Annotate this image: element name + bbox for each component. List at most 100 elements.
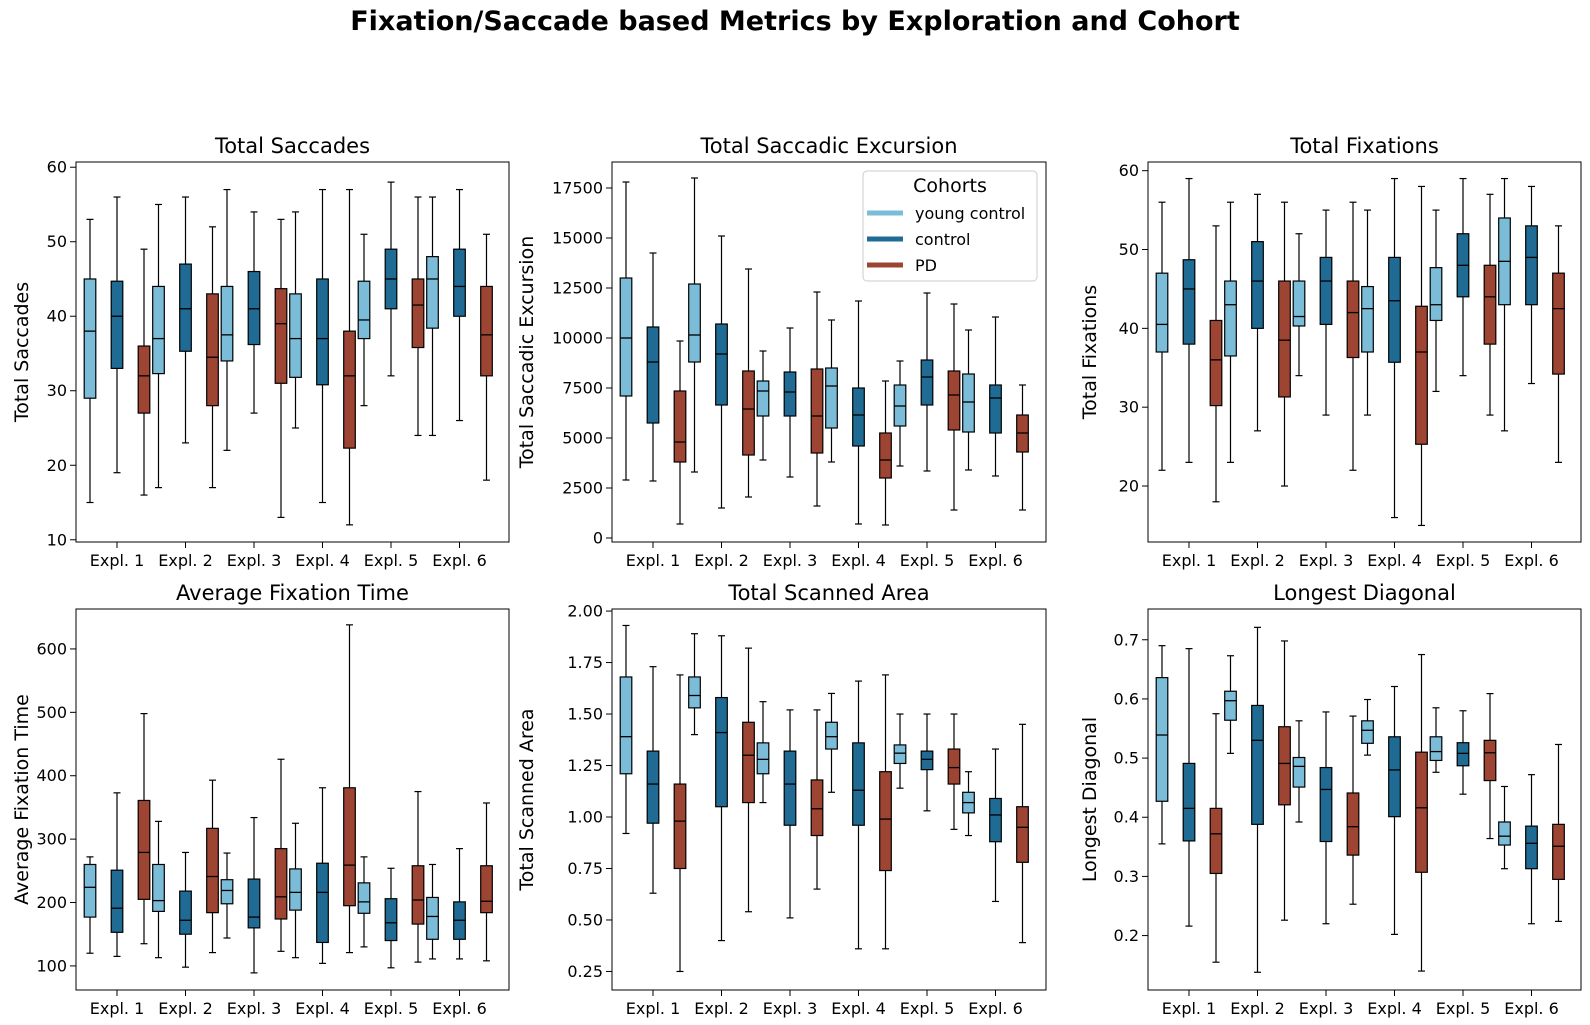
box-control-4 (316, 787, 329, 964)
box-control-2 (1251, 626, 1264, 973)
box-iqr (357, 882, 371, 914)
box-PD-5 (411, 196, 425, 437)
y-tick-label: 0.25 (567, 962, 603, 981)
box-PD-3 (274, 758, 288, 952)
box-control-2 (1251, 193, 1264, 432)
box-control-5 (384, 867, 398, 969)
box-iqr (1361, 720, 1374, 744)
box-iqr (1429, 736, 1443, 762)
box-iqr (152, 863, 165, 912)
box-young-control-6 (962, 771, 975, 837)
box-PD-2 (742, 268, 755, 498)
box-control-2 (179, 196, 192, 444)
box-control-3 (783, 327, 797, 478)
box-young-control-4 (289, 822, 302, 959)
box-iqr (989, 384, 1002, 434)
box-control-1 (110, 196, 124, 474)
box-young-control-6 (962, 329, 975, 471)
subplot-5: Total Scanned Area Total Scanned Area 0.25… (516, 581, 1047, 1018)
y-axis-label: Total Saccadic Excursion (516, 236, 538, 470)
subplot-6: Longest Diagonal Longest Diagonal 0.2 0.3 0.… (1079, 581, 1582, 1018)
box-iqr (274, 288, 288, 384)
box-iqr (1498, 821, 1511, 846)
x-tick-label: Expl. 6 (1504, 551, 1559, 570)
box-PD-1 (137, 713, 151, 945)
y-axis-label: Total Scanned Area (516, 708, 538, 891)
box-iqr (357, 280, 371, 340)
box-iqr (1319, 256, 1333, 326)
box-young-control-3 (1292, 233, 1306, 377)
plot-frame (611, 161, 1047, 543)
box-iqr (879, 432, 892, 479)
subplot-title: Total Saccades (214, 134, 370, 158)
box-young-control-1 (619, 181, 633, 481)
box-iqr (453, 248, 466, 317)
box-iqr (411, 865, 425, 925)
x-tick-label: Expl. 3 (227, 999, 282, 1018)
box-PD-4 (343, 624, 356, 954)
box-iqr (274, 848, 288, 920)
box-young-control-2 (152, 820, 165, 959)
box-iqr (825, 721, 838, 750)
box-iqr (673, 390, 687, 463)
y-tick-label: 15000 (552, 229, 603, 248)
y-tick-label: 60 (47, 158, 67, 177)
box-young-control-4 (1361, 209, 1374, 416)
box-iqr (715, 696, 728, 808)
legend-entry-label: young control (915, 204, 1025, 223)
y-tick-label: 30 (47, 381, 67, 400)
x-tick-label: Expl. 6 (968, 551, 1023, 570)
box-young-control-6 (1498, 785, 1511, 870)
box-iqr (1209, 807, 1223, 875)
box-young-control-3 (220, 188, 234, 451)
box-iqr (1415, 751, 1428, 873)
box-young-control-1 (1155, 645, 1169, 845)
legend-title: Cohorts (913, 175, 987, 197)
box-control-1 (110, 792, 124, 958)
box-PD-1 (673, 340, 687, 525)
box-iqr (220, 879, 234, 905)
box-control-2 (715, 635, 728, 942)
box-iqr (1155, 272, 1169, 353)
box-iqr (1483, 264, 1497, 345)
y-tick-label: 500 (36, 703, 67, 722)
box-iqr (1182, 259, 1196, 345)
box-iqr (962, 373, 975, 433)
subplot-title: Longest Diagonal (1273, 581, 1456, 605)
subplot-title: Average Fixation Time (176, 581, 409, 605)
subplot-3: Total Fixations Total Fixations 20 30 40 50 60… (1079, 134, 1582, 570)
subplot-4: Average Fixation Time Average Fixation Ti… (11, 581, 510, 1018)
plot-frame (1147, 161, 1582, 543)
plot-frame (1147, 608, 1582, 991)
x-tick-label: Expl. 1 (626, 551, 681, 570)
box-young-control-2 (688, 177, 701, 473)
box-iqr (852, 742, 865, 826)
box-iqr (206, 827, 219, 914)
box-iqr (384, 898, 398, 942)
x-tick-label: Expl. 3 (1299, 551, 1354, 570)
box-iqr (756, 380, 770, 417)
box-PD-6 (480, 802, 493, 962)
box-control-5 (1456, 710, 1470, 795)
box-PD-6 (1552, 743, 1565, 922)
y-tick-label: 400 (36, 766, 67, 785)
box-control-6 (989, 748, 1002, 903)
box-PD-4 (1415, 185, 1428, 527)
box-young-control-1 (83, 218, 97, 504)
box-iqr (343, 330, 356, 449)
box-control-1 (646, 252, 660, 482)
box-young-control-3 (756, 701, 770, 804)
subplot-1: Total Saccades Total Saccades 10 20 30 40 50 60… (11, 134, 510, 570)
box-iqr (879, 771, 892, 872)
x-tick-label: Expl. 1 (1162, 999, 1217, 1018)
box-iqr (152, 285, 165, 375)
box-young-control-1 (619, 624, 633, 835)
box-iqr (1415, 305, 1428, 445)
box-iqr (289, 293, 302, 378)
y-tick-label: 0.6 (1114, 689, 1139, 708)
box-young-control-1 (1155, 201, 1169, 471)
y-tick-label: 0.7 (1114, 630, 1139, 649)
box-iqr (742, 370, 755, 456)
